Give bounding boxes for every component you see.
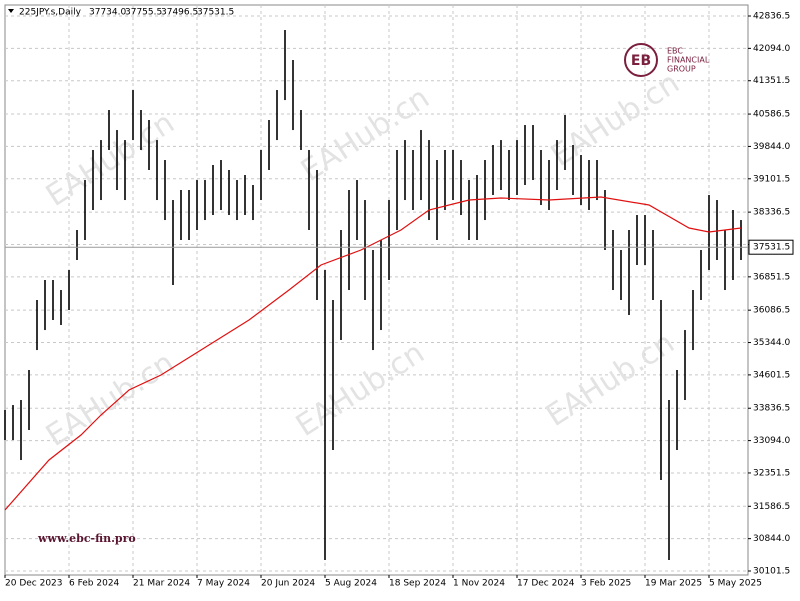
y-tick-label: 31586.5 — [753, 502, 790, 512]
y-tick-label: 42836.5 — [753, 12, 790, 22]
symbol: 225JPY.s,Daily — [19, 8, 82, 18]
y-tick-label: 41351.5 — [753, 76, 790, 86]
y-tick-label: 39101.5 — [753, 174, 790, 184]
x-tick-label: 18 Sep 2024 — [389, 579, 446, 589]
menu-arrow — [8, 9, 14, 13]
website: www.ebc-fin.pro — [37, 532, 136, 545]
y-tick-label: 34601.5 — [753, 370, 790, 380]
ohlc-high: 37755.5 — [125, 8, 162, 18]
x-tick-label: 3 Feb 2025 — [581, 579, 631, 589]
x-tick-label: 5 May 2025 — [709, 579, 762, 589]
last-price-box — [748, 239, 794, 255]
logo-circle — [624, 43, 658, 77]
y-tick-label: 40586.5 — [753, 110, 790, 120]
logo-mark: EB — [631, 53, 651, 69]
x-tick-label: 17 Dec 2024 — [517, 579, 575, 589]
x-tick-label: 5 Aug 2024 — [325, 579, 377, 589]
logo-text: FINANCIAL — [667, 56, 710, 65]
x-tick-label: 1 Nov 2024 — [453, 579, 505, 589]
ohlc-low: 37496.5 — [161, 8, 198, 18]
y-tick-label: 39844.0 — [753, 142, 790, 152]
y-tick-label: 32351.5 — [753, 468, 790, 478]
y-tick-label: 38336.5 — [753, 208, 790, 218]
ohlc-close: 37531.5 — [197, 8, 234, 18]
logo-text: EBC — [667, 47, 683, 56]
y-tick-label: 30844.0 — [753, 534, 790, 544]
x-tick-label: 6 Feb 2024 — [69, 579, 120, 589]
x-tick-label: 19 Mar 2025 — [645, 579, 702, 589]
x-tick-label: 7 May 2024 — [197, 579, 250, 589]
plot-frame — [4, 4, 749, 576]
y-tick-label: 30101.5 — [753, 567, 790, 577]
logo: EB EBC FINANCIAL GROUP — [624, 43, 710, 77]
last-price-label: 37531.5 — [753, 243, 790, 253]
logo-text: GROUP — [667, 65, 696, 74]
x-tick-label: 21 Mar 2024 — [133, 579, 190, 589]
y-tick-label: 36851.5 — [753, 272, 790, 282]
x-tick-label: 20 Jun 2024 — [261, 579, 315, 589]
y-tick-label: 33836.5 — [753, 404, 790, 414]
y-tick-label: 33094.0 — [753, 436, 790, 446]
bars — [4, 30, 742, 561]
y-tick-label: 35344.0 — [753, 338, 790, 348]
y-tick-label: 36086.5 — [753, 306, 790, 316]
y-tick-label: 42094.0 — [753, 44, 790, 54]
moving-average — [4, 196, 742, 511]
ohlc-open: 37734.0 — [89, 8, 126, 18]
x-tick-label: 20 Dec 2023 — [5, 579, 63, 589]
